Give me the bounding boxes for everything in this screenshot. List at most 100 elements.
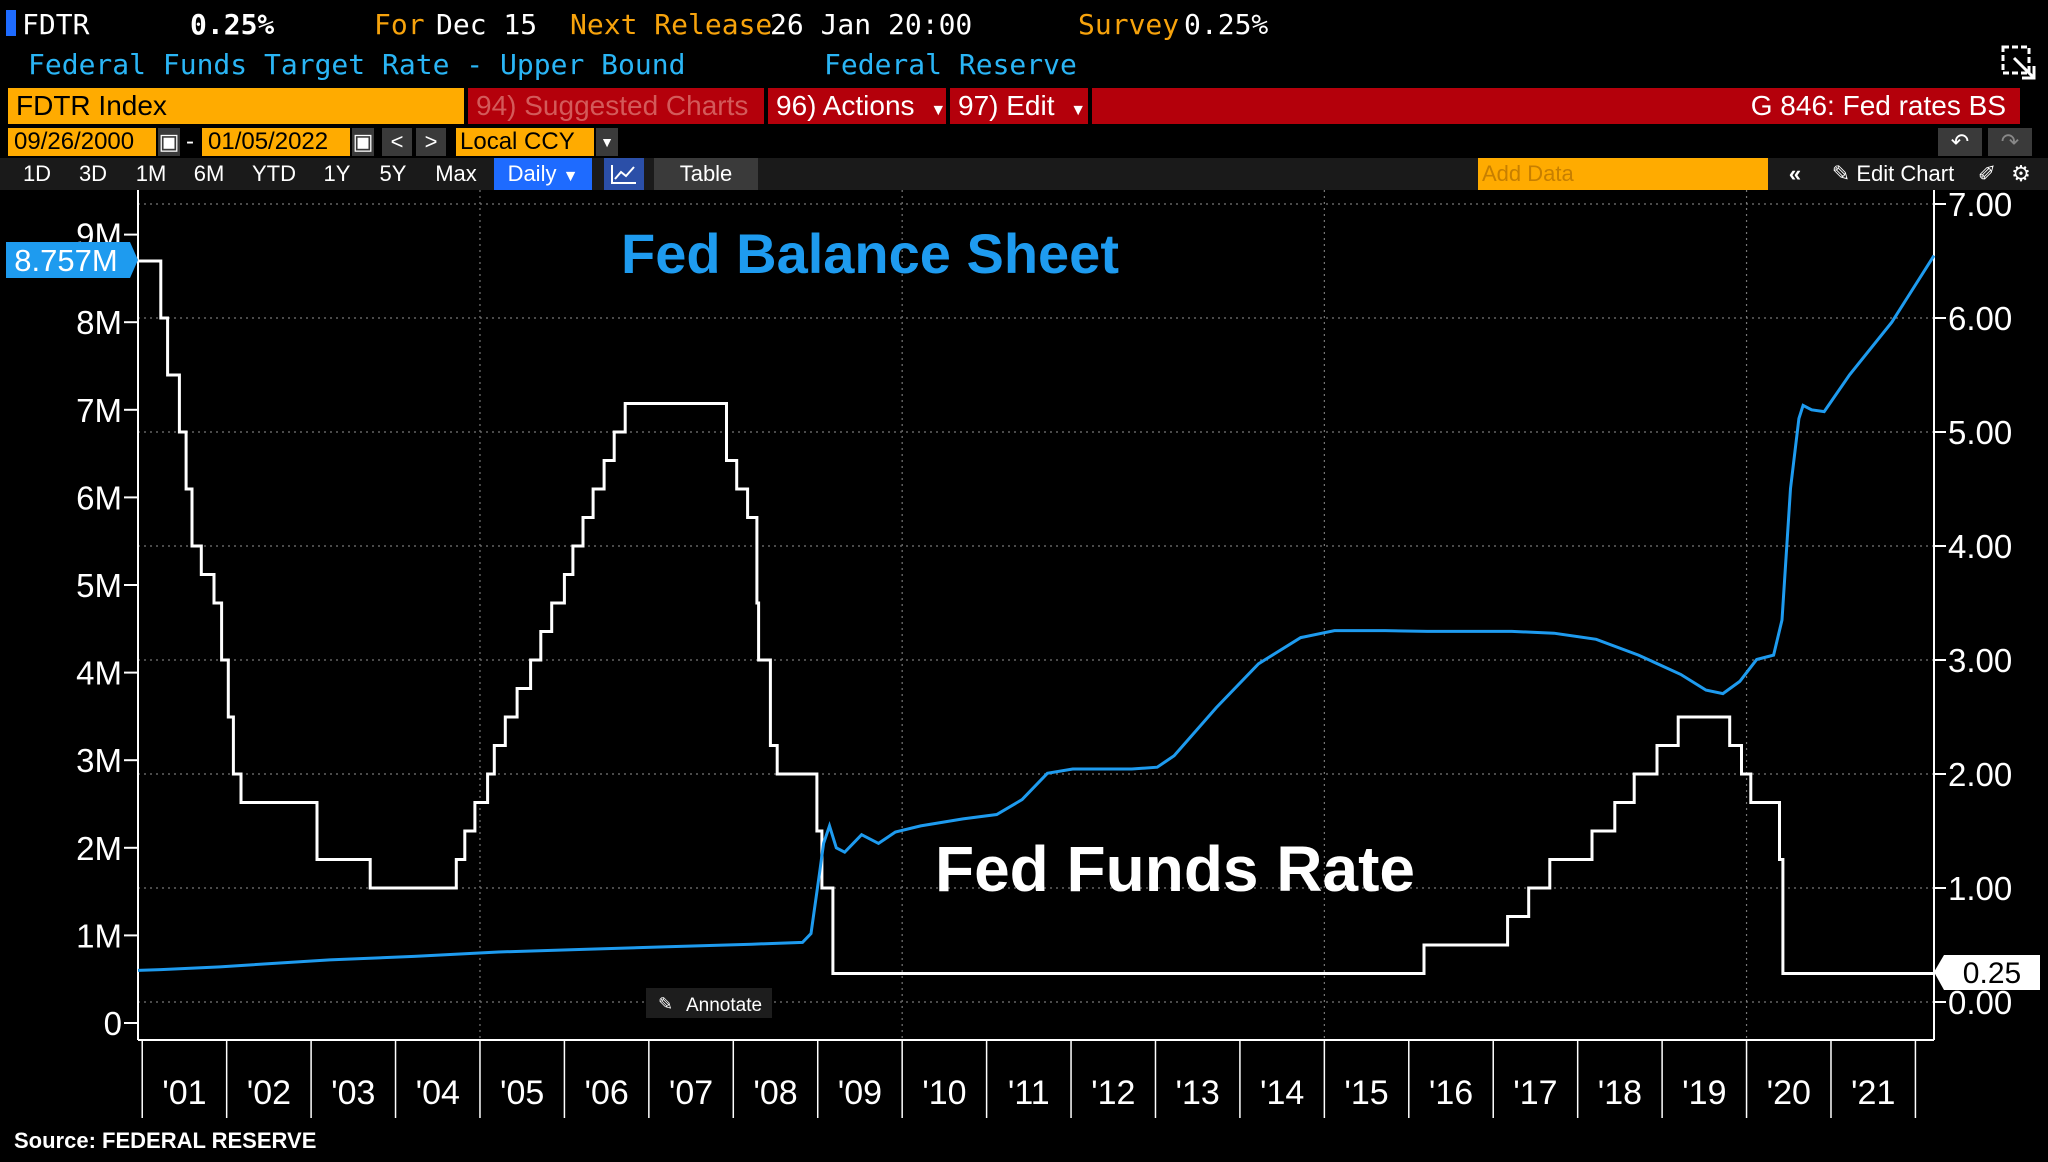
function-bar: FDTR Index 94) Suggested Charts 96) Acti… [0, 88, 2048, 126]
balance-sheet-annotation: Fed Balance Sheet [621, 222, 1119, 285]
source-organization: Federal Reserve [824, 48, 1077, 81]
fed-balance-sheet-line [137, 254, 1936, 972]
actions-menu[interactable]: 96) Actions ▼ [768, 88, 946, 124]
left-tick-label: 6M [76, 479, 122, 516]
x-tick-label: '02 [247, 1074, 291, 1112]
table-button[interactable]: Table [654, 158, 758, 190]
calendar-icon[interactable]: ▣ [158, 128, 180, 156]
source-note: Source: FEDERAL RESERVE [14, 1128, 317, 1153]
ticker-marker [6, 10, 16, 36]
current-value: 0.25% [190, 8, 275, 41]
x-tick-label: '07 [669, 1074, 713, 1112]
x-tick-label: '01 [162, 1074, 206, 1112]
left-tick-label: 1M [76, 917, 122, 954]
right-tick-label: 2.00 [1948, 756, 2012, 793]
survey-label: Survey [1078, 8, 1180, 41]
chevron-right-icon[interactable]: > [416, 128, 446, 156]
x-axis-ticks: '01 '02 '03 '04 '05 '06 '07 '08 '09 '10 '11 '12 '13 '… [141, 1040, 1917, 1118]
security-header: FDTR 0.25% For Dec 15 Next Release 26 Ja… [0, 0, 2048, 44]
dropdown-arrow-icon: ▼ [930, 102, 947, 119]
add-data-input[interactable]: Add Data [1478, 158, 1768, 190]
end-date-input[interactable]: 01/05/2022 [202, 128, 350, 156]
x-tick-label: '12 [1091, 1074, 1135, 1112]
x-tick-label: '19 [1682, 1074, 1726, 1112]
dropdown-arrow-icon: ▼ [562, 168, 579, 185]
edit-chart-label: Edit Chart [1856, 161, 1955, 186]
period-button[interactable]: Max [435, 161, 477, 186]
left-tick-label: 2M [76, 830, 122, 867]
period-button[interactable]: 1D [22, 161, 52, 186]
period-button[interactable]: 3D [78, 161, 108, 186]
pencil-icon: ✎ [658, 994, 673, 1014]
edit-chart-button[interactable]: ✎ Edit Chart [1818, 158, 1968, 190]
right-tick-label: 5.00 [1948, 414, 2012, 451]
period-button[interactable]: 5Y [379, 161, 407, 186]
frequency-label: Daily [507, 161, 557, 186]
right-tick-label: 1.00 [1948, 870, 2012, 907]
period-button[interactable]: 1Y [323, 161, 351, 186]
undo-icon[interactable]: ↶ [1938, 128, 1982, 156]
right-tick-label: 0.00 [1948, 984, 2012, 1021]
collapse-icon[interactable]: « [1788, 161, 1802, 186]
dropdown-arrow-icon[interactable]: ▼ [596, 128, 618, 156]
balance-sheet-last-value-badge: 8.757M [6, 242, 138, 278]
x-tick-label: '10 [922, 1074, 966, 1112]
x-tick-label: '05 [500, 1074, 544, 1112]
period-button[interactable]: YTD [252, 161, 296, 186]
x-tick-label: '21 [1851, 1074, 1895, 1112]
edit-label: 97) Edit [958, 90, 1055, 121]
actions-label: 96) Actions [776, 90, 915, 121]
period-button[interactable]: 6M [193, 161, 225, 186]
date-range-bar: 09/26/2000 ▣ - 01/05/2022 ▣ < > Local CC… [0, 128, 2048, 158]
pencil-icon: ✎ [1831, 161, 1851, 186]
annotate-label: Annotate [686, 995, 762, 1016]
x-tick-label: '20 [1767, 1074, 1811, 1112]
line-chart-icon[interactable] [604, 158, 644, 190]
x-tick-label: '06 [584, 1074, 628, 1112]
x-tick-label: '11 [1008, 1074, 1050, 1112]
right-tick-label: 3.00 [1948, 642, 2012, 679]
gear-icon[interactable]: ⚙ [2011, 161, 2031, 186]
popout-icon[interactable] [2000, 44, 2038, 82]
suggested-charts-button[interactable]: 94) Suggested Charts [468, 88, 764, 124]
x-tick-label: '09 [838, 1074, 882, 1112]
left-tick-label: 3M [76, 742, 122, 779]
annotate-edit-icon[interactable]: ✐ [1977, 161, 1997, 186]
x-tick-label: '18 [1598, 1074, 1642, 1112]
frequency-select[interactable]: Daily ▼ [494, 158, 592, 190]
edit-menu[interactable]: 97) Edit ▼ [950, 88, 1088, 124]
left-tick-label: 0 [104, 1005, 122, 1042]
period-bar: 1D 3D 1M 6M YTD 1Y 5Y Max Daily ▼ Table … [0, 158, 2048, 190]
left-tick-label: 4M [76, 655, 122, 692]
chevron-left-icon[interactable]: < [382, 128, 412, 156]
period-button[interactable]: 1M [135, 161, 167, 186]
calendar-icon[interactable]: ▣ [352, 128, 374, 156]
ticker: FDTR [22, 8, 90, 41]
x-tick-label: '17 [1513, 1074, 1557, 1112]
redo-icon[interactable]: ↷ [1988, 128, 2032, 156]
left-tick-label: 7M [76, 392, 122, 429]
security-description: Federal Funds Target Rate - Upper Bound [28, 48, 686, 81]
index-field[interactable]: FDTR Index [8, 88, 464, 124]
start-date-input[interactable]: 09/26/2000 [8, 128, 156, 156]
dropdown-arrow-icon: ▼ [1070, 102, 1087, 119]
next-release-label: Next Release [570, 8, 773, 41]
right-tick-label: 7.00 [1948, 190, 2012, 223]
annotate-button[interactable]: ✎ Annotate [646, 988, 772, 1018]
currency-select[interactable]: Local CCY [456, 128, 594, 156]
left-tick-label: 5M [76, 567, 122, 604]
chart-id: G 846: Fed rates BS [1092, 88, 2020, 124]
security-description-row: Federal Funds Target Rate - Upper Bound … [0, 44, 2048, 86]
axes [137, 190, 1935, 1041]
survey-value: 0.25% [1184, 8, 1269, 41]
x-tick-label: '15 [1344, 1074, 1388, 1112]
x-tick-label: '03 [331, 1074, 375, 1112]
fed-funds-annotation: Fed Funds Rate [935, 833, 1415, 905]
for-label: For [374, 8, 425, 41]
right-axis-ticks: 0.00 1.00 2.00 3.00 4.00 5.00 6.00 7.00 [1934, 190, 2012, 1021]
fed-funds-last-value-badge: 0.25 [1934, 955, 2040, 990]
fed-funds-rate-line [138, 259, 1934, 975]
right-tick-label: 6.00 [1948, 300, 2012, 337]
date-separator: - [186, 128, 194, 155]
